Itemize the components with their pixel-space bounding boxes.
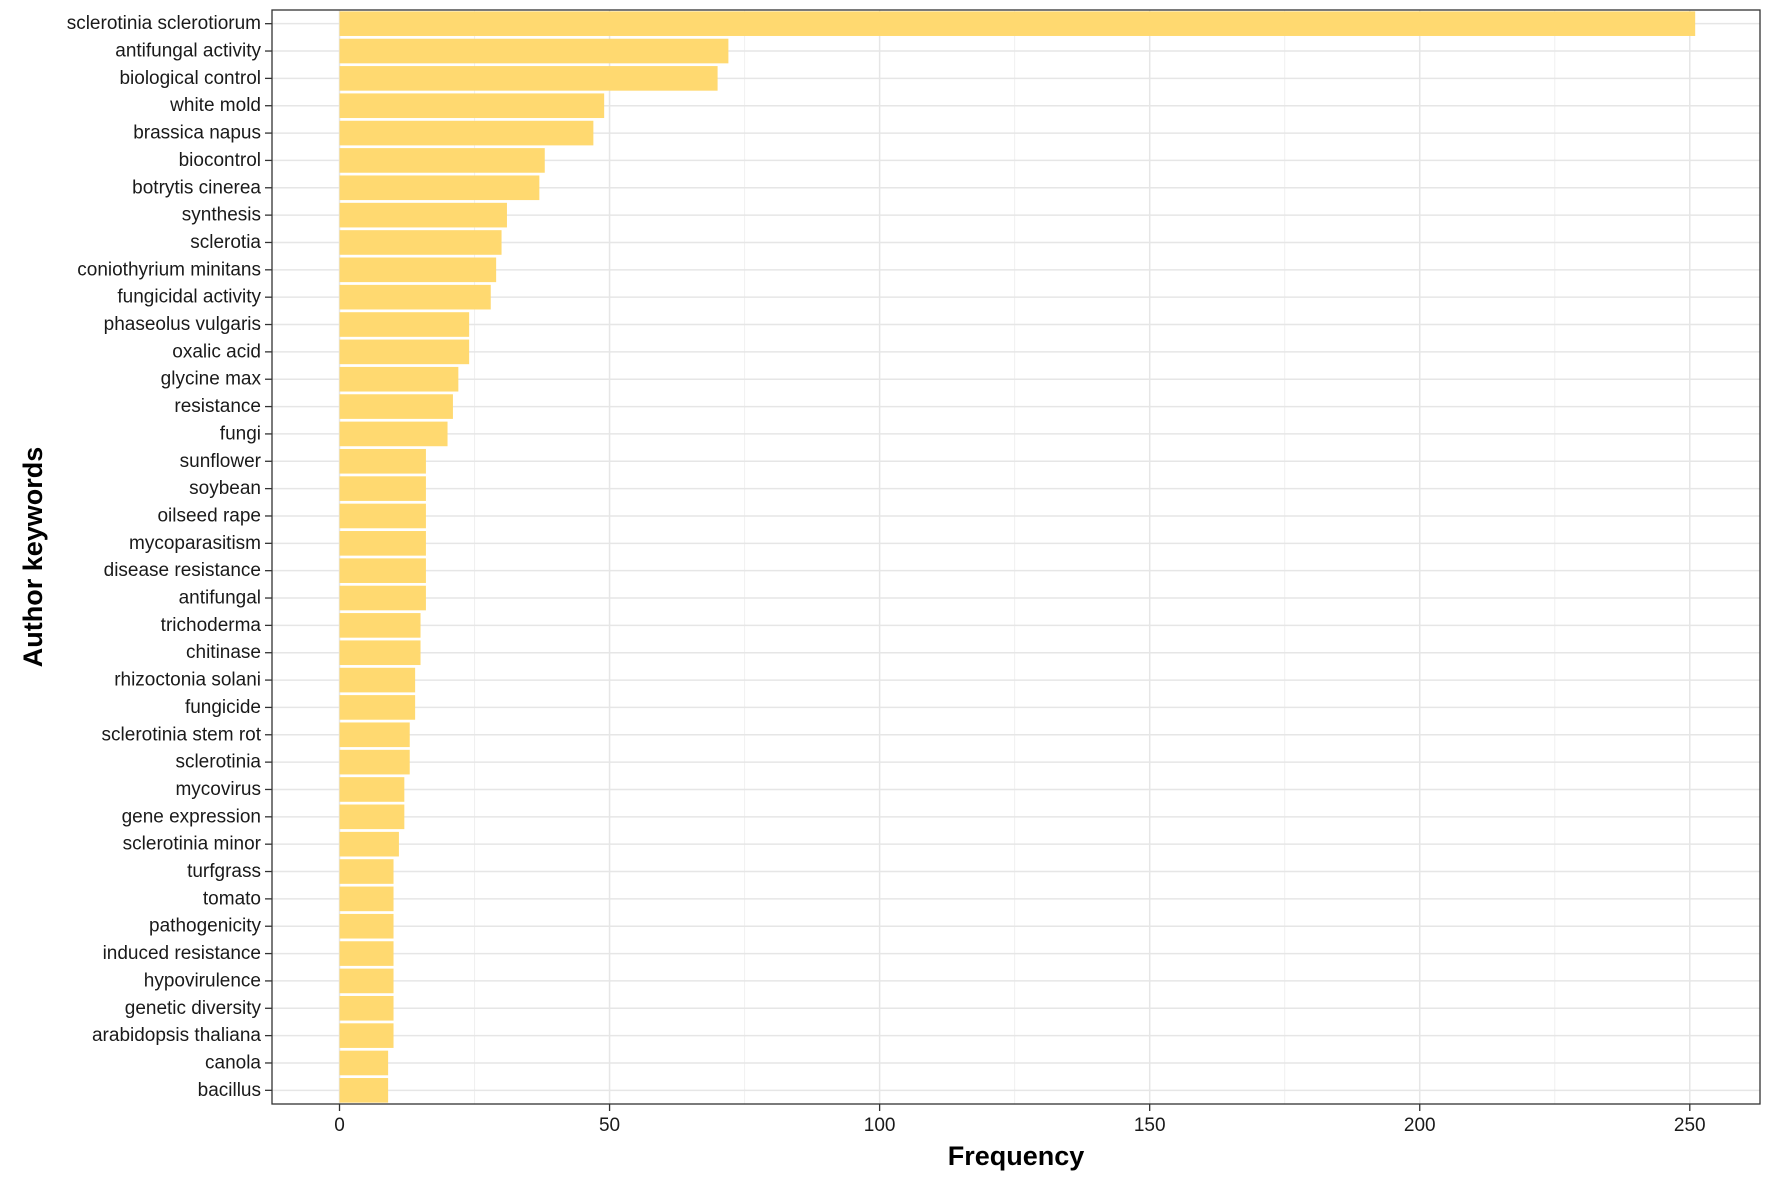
y-tick-label: rhizoctonia solani <box>114 670 261 691</box>
y-tick-label: hypovirulence <box>144 970 261 991</box>
y-tick-label: gene expression <box>122 806 261 827</box>
x-axis-title: Frequency <box>948 1141 1085 1171</box>
bar <box>339 284 491 310</box>
y-tick-label: disease resistance <box>104 560 261 581</box>
x-tick-label: 50 <box>599 1115 620 1136</box>
bar <box>339 148 545 173</box>
bar <box>339 804 405 830</box>
bar <box>339 1078 389 1103</box>
x-axis: 0 50 100 150 200 250 <box>334 1104 1706 1136</box>
y-tick-label: sclerotinia sclerotiorum <box>67 13 261 34</box>
bar <box>339 995 394 1021</box>
x-tick-label: 0 <box>334 1115 345 1136</box>
y-tick-label: pathogenicity <box>149 916 261 937</box>
y-tick-label: arabidopsis thaliana <box>92 1025 261 1046</box>
bars-group <box>339 11 1696 1103</box>
y-tick-label: bacillus <box>198 1080 261 1101</box>
bar <box>339 777 405 802</box>
y-tick-label: induced resistance <box>103 943 261 964</box>
y-tick-label: sclerotinia minor <box>123 834 262 855</box>
y-tick-label: antifungal activity <box>115 41 261 62</box>
y-tick-label: fungicidal activity <box>117 287 261 308</box>
bar <box>339 913 394 939</box>
bar <box>339 312 470 337</box>
y-axis: sclerotinia sclerotiorum antifungal activ… <box>67 13 272 1101</box>
y-tick-label: coniothyrium minitans <box>77 259 261 280</box>
bar <box>339 476 426 501</box>
bar <box>339 394 453 419</box>
bar <box>339 667 416 693</box>
bar <box>339 366 459 392</box>
bar <box>339 257 497 283</box>
y-tick-label: white mold <box>169 95 261 116</box>
bar <box>339 531 426 556</box>
y-tick-label: sclerotinia <box>175 752 261 773</box>
y-tick-label: fungi <box>220 423 261 444</box>
y-axis-title: Author keywords <box>18 447 48 668</box>
bar <box>339 339 470 365</box>
y-tick-label: antifungal <box>179 588 261 609</box>
bar <box>339 968 394 994</box>
y-tick-label: oilseed rape <box>157 505 261 526</box>
bar <box>339 175 540 201</box>
y-tick-label: botrytis cinerea <box>132 177 261 198</box>
bar <box>339 722 410 748</box>
y-tick-label: biological control <box>119 68 261 89</box>
bar <box>339 66 718 91</box>
plot-panel-border <box>271 9 1761 1105</box>
plot-panel <box>272 10 1760 1104</box>
y-tick-label: brassica napus <box>133 123 261 144</box>
x-tick-label: 250 <box>1674 1115 1706 1136</box>
y-tick-label: tomato <box>203 888 261 909</box>
y-tick-label: soybean <box>189 478 261 499</box>
x-tick-label: 100 <box>864 1115 896 1136</box>
y-tick-label: fungicide <box>185 697 261 718</box>
bar <box>339 1023 394 1048</box>
major-gridlines <box>272 10 1760 1104</box>
bar <box>339 1050 389 1076</box>
x-tick-label: 200 <box>1404 1115 1436 1136</box>
y-tick-label: sclerotinia stem rot <box>102 724 262 745</box>
bar <box>339 831 399 857</box>
bar <box>339 613 421 638</box>
y-tick-label: synthesis <box>182 205 261 226</box>
bar <box>339 886 394 912</box>
y-tick-label: mycovirus <box>175 779 261 800</box>
y-tick-label: mycoparasitism <box>129 533 261 554</box>
bar <box>339 749 410 775</box>
bar <box>339 859 394 884</box>
y-tick-label: chitinase <box>186 642 261 663</box>
bar <box>339 640 421 666</box>
y-tick-label: biocontrol <box>179 150 261 171</box>
bar <box>339 695 416 720</box>
bar <box>339 558 426 583</box>
bar <box>339 202 507 228</box>
y-tick-label: sunflower <box>180 451 262 472</box>
bar <box>339 448 426 474</box>
bar <box>339 585 426 611</box>
y-tick-label: glycine max <box>161 369 262 390</box>
y-tick-label: trichoderma <box>161 615 262 636</box>
y-tick-label: resistance <box>174 396 261 417</box>
y-tick-label: oxalic acid <box>172 341 261 362</box>
bar <box>339 941 394 966</box>
bar <box>339 503 426 529</box>
bar <box>339 38 729 64</box>
bar <box>339 93 605 119</box>
x-tick-label: 150 <box>1134 1115 1166 1136</box>
y-tick-label: canola <box>205 1052 261 1073</box>
y-tick-label: phaseolus vulgaris <box>104 314 261 335</box>
bar <box>339 421 448 447</box>
y-tick-label: sclerotia <box>190 232 261 253</box>
bar <box>339 11 1696 36</box>
bar <box>339 120 594 146</box>
y-tick-label: genetic diversity <box>125 998 262 1019</box>
y-tick-label: turfgrass <box>187 861 261 882</box>
bar <box>339 230 502 255</box>
